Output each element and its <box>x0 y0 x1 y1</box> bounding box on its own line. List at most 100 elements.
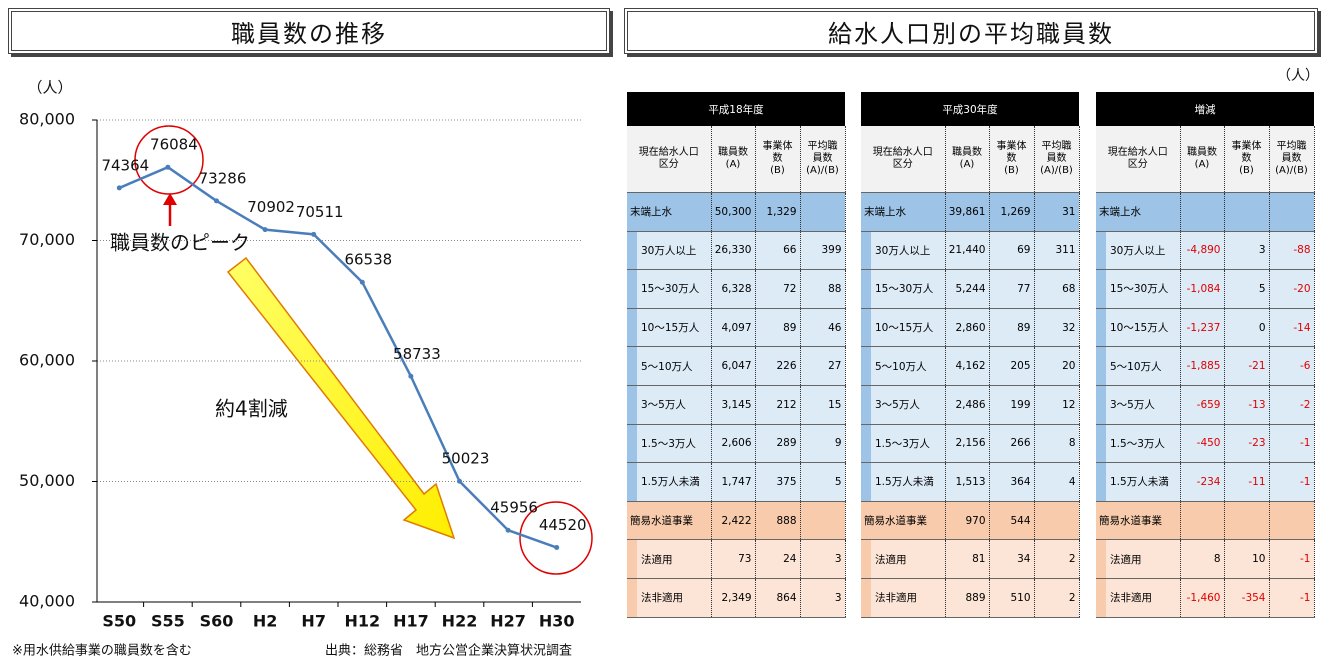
row-label: 10～15万人 <box>1096 308 1181 348</box>
row-label: 法適用 <box>861 539 946 579</box>
column-label: 平均職 員数 (A)/(B) <box>1034 126 1080 193</box>
cell: 12 <box>1034 385 1080 425</box>
column-label: 職員数 (A) <box>945 126 990 193</box>
data-label: 58733 <box>393 345 441 363</box>
sub-row: 5～10万人 4,162 205 20 <box>861 346 1080 386</box>
table-title: 平成18年度 <box>627 92 845 126</box>
cell: 9 <box>800 424 846 464</box>
cell: 89 <box>989 308 1035 348</box>
column-label: 現在給水人口 区分 <box>861 126 946 193</box>
cell: -234 <box>1180 462 1225 502</box>
row-label: 15～30万人 <box>627 269 712 309</box>
cell: -14 <box>1269 308 1315 348</box>
cell <box>1224 192 1270 232</box>
cell: 970 <box>945 501 990 541</box>
cell: 199 <box>989 385 1035 425</box>
cell: 89 <box>755 308 801 348</box>
cell: 888 <box>755 501 801 541</box>
group-row: 末端上水 50,300 1,329 <box>627 192 846 232</box>
annotation: 約4割減 <box>215 397 288 421</box>
decline-arrow <box>226 256 456 540</box>
x-tick-label: S60 <box>200 612 234 631</box>
cell: 5,244 <box>945 269 990 309</box>
y-tick-label: 60,000 <box>19 351 75 370</box>
row-label: 1.5万人未満 <box>627 462 712 502</box>
x-tick-label: H30 <box>539 612 575 631</box>
row-label: 15～30万人 <box>861 269 946 309</box>
sub-row: 15～30万人 -1,084 5 -20 <box>1096 269 1315 309</box>
sub-row: 3～5万人 -659 -13 -2 <box>1096 385 1315 425</box>
cell <box>1269 192 1315 232</box>
cell: 399 <box>800 231 846 271</box>
sub-row: 30万人以上 26,330 66 399 <box>627 231 846 271</box>
y-tick-label: 80,000 <box>19 110 75 129</box>
column-label: 事業体 数 (B) <box>755 126 801 193</box>
point <box>505 527 511 533</box>
cell: 510 <box>989 578 1035 618</box>
data-table: 増減 現在給水人口 区分 職員数 (A) 事業体 数 (B) 平均職 員数 (A)/(B… <box>1096 92 1315 618</box>
highlight-circle <box>134 125 204 195</box>
cell: 2,156 <box>945 424 990 464</box>
group-row: 簡易水道事業 2,422 888 <box>627 501 846 541</box>
cell: 3,145 <box>711 385 756 425</box>
cell: 66 <box>755 231 801 271</box>
cell: 8 <box>1034 424 1080 464</box>
cell: 50,300 <box>711 192 756 232</box>
column-label: 平均職 員数 (A)/(B) <box>1269 126 1315 193</box>
cell <box>800 192 846 232</box>
cell: 266 <box>989 424 1035 464</box>
row-label: 法非適用 <box>861 578 946 618</box>
row-label: 3～5万人 <box>861 385 946 425</box>
sub-row: 10～15万人 2,860 89 32 <box>861 308 1080 348</box>
x-tick-label: H17 <box>393 612 429 631</box>
row-label: 30万人以上 <box>861 231 946 271</box>
column-header: 現在給水人口 区分 職員数 (A) 事業体 数 (B) 平均職 員数 (A)/(B) <box>627 126 846 193</box>
group-row: 末端上水 39,861 1,269 31 <box>861 192 1080 232</box>
row-label: 1.5万人未満 <box>1096 462 1181 502</box>
table-header: 平成18年度 <box>627 92 845 126</box>
cell: 2,486 <box>945 385 990 425</box>
cell: -1 <box>1269 462 1315 502</box>
row-label: 3～5万人 <box>627 385 712 425</box>
data-label: 73286 <box>199 169 247 187</box>
sub-row: 10～15万人 -1,237 0 -14 <box>1096 308 1315 348</box>
row-label: 5～10万人 <box>1096 346 1181 386</box>
cell: -1,460 <box>1180 578 1225 618</box>
sub-row: 法適用 73 24 3 <box>627 539 846 579</box>
cell: 4 <box>1034 462 1080 502</box>
cell: 4,097 <box>711 308 756 348</box>
annotation: 職員数のピーク <box>110 231 250 255</box>
cell <box>800 501 846 541</box>
row-label: 法非適用 <box>1096 578 1181 618</box>
cell: 81 <box>945 539 990 579</box>
row-label: 3～5万人 <box>1096 385 1181 425</box>
cell: 1,269 <box>989 192 1035 232</box>
cell: -1 <box>1269 539 1315 579</box>
sub-row: 1.5～3万人 2,606 289 9 <box>627 424 846 464</box>
cell: 226 <box>755 346 801 386</box>
cell: -20 <box>1269 269 1315 309</box>
cell: 1,513 <box>945 462 990 502</box>
sub-row: 1.5万人未満 -234 -11 -1 <box>1096 462 1315 502</box>
x-tick-label: S50 <box>102 612 136 631</box>
cell: 4,162 <box>945 346 990 386</box>
y-tick-label: 70,000 <box>19 230 75 249</box>
table-unit: （人） <box>1277 68 1319 84</box>
cell: 73 <box>711 539 756 579</box>
cell: 10 <box>1224 539 1270 579</box>
cell: 3 <box>800 578 846 618</box>
sub-row: 30万人以上 21,440 69 311 <box>861 231 1080 271</box>
sub-row: 5～10万人 -1,885 -21 -6 <box>1096 346 1315 386</box>
sub-row: 3～5万人 3,145 212 15 <box>627 385 846 425</box>
row-label: 1.5～3万人 <box>627 424 712 464</box>
data-table: 平成18年度 現在給水人口 区分 職員数 (A) 事業体 数 (B) 平均職 員数 (A… <box>627 92 846 618</box>
cell: 72 <box>755 269 801 309</box>
cell: 311 <box>1034 231 1080 271</box>
cell: 15 <box>800 385 846 425</box>
y-unit: （人） <box>27 79 72 97</box>
cell: 1,747 <box>711 462 756 502</box>
cell: 88 <box>800 269 846 309</box>
row-label: 30万人以上 <box>1096 231 1181 271</box>
